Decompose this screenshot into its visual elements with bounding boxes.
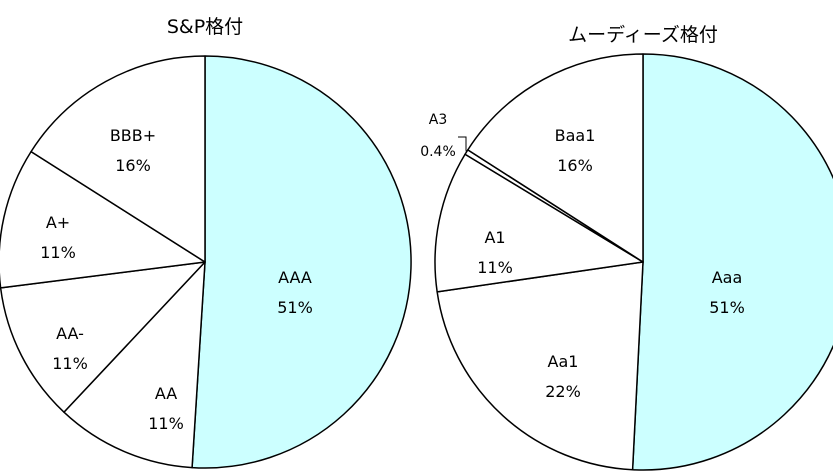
moodys-label-aaa: Aaa (712, 268, 743, 287)
sp-slice-aaa (191, 55, 412, 469)
sp-label-aaa: AAA (278, 268, 312, 287)
moodys-slice-aaa (631, 53, 833, 471)
moodys-slice-aa1 (436, 261, 644, 471)
moodys-value-aaa: 51% (709, 298, 745, 317)
moodys-slice-a1 (434, 153, 644, 293)
moodys-chart-title: ムーディーズ格付 (568, 24, 718, 46)
moodys-pie: A3 0.4% Aaa 51% Aa1 22% A1 11% Baa1 16% (420, 53, 833, 471)
moodys-value-baa1: 16% (557, 156, 593, 175)
moodys-label-a1: A1 (484, 228, 505, 247)
sp-label-bbb: BBB+ (110, 126, 156, 145)
moodys-value-aa1: 22% (545, 382, 581, 401)
moodys-rating-chart: ムーディーズ格付 A3 0.4% Aaa 51% Aa1 22% A1 11% Baa1 16% (420, 24, 833, 471)
sp-slice-aa (63, 261, 206, 469)
sp-value-aaa: 51% (277, 298, 313, 317)
sp-slice-aa (0, 261, 206, 413)
sp-label-aa: AA- (56, 324, 84, 343)
moodys-label-aa1: Aa1 (548, 352, 579, 371)
sp-value-bbb: 16% (115, 156, 151, 175)
sp-pie: AAA 51% AA 11% AA- 11% A+ 11% BBB+ 16% (0, 55, 412, 469)
moodys-label-a3: A3 (429, 112, 447, 128)
sp-label-aa: AA (155, 384, 177, 403)
sp-value-a: 11% (40, 243, 76, 262)
sp-label-a: A+ (46, 213, 70, 232)
moodys-value-a3: 0.4% (420, 144, 456, 160)
sp-value-aa: 11% (52, 354, 88, 373)
sp-value-aa: 11% (148, 414, 184, 433)
sp-chart-title: S&P格付 (167, 16, 243, 38)
sp-slice-bbb (30, 55, 206, 263)
moodys-value-a1: 11% (477, 258, 513, 277)
moodys-slice-baa1 (467, 53, 644, 263)
moodys-label-baa1: Baa1 (555, 126, 596, 145)
sp-rating-chart: S&P格付 AAA 51% AA 11% AA- 11% A+ 11% BBB+ 16% (0, 16, 412, 469)
moodys-leader-a3 (458, 136, 467, 153)
sp-slice-a (0, 150, 206, 289)
